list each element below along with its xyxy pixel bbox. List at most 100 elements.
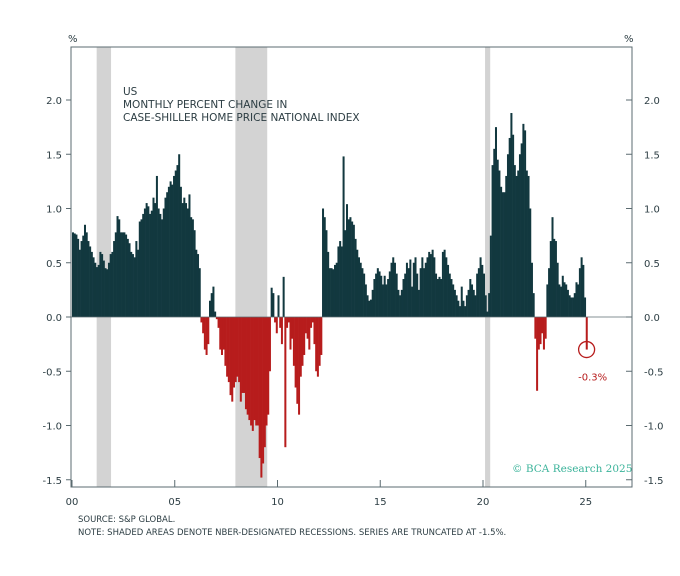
bar [546, 284, 549, 317]
y-tick-label-left: 1.5 [46, 150, 62, 161]
bar [349, 217, 352, 317]
bar [229, 317, 232, 396]
bar [260, 317, 263, 478]
chart-title: US [123, 86, 138, 98]
bar [402, 279, 405, 317]
bar [330, 268, 333, 317]
bar [195, 249, 198, 317]
y-tick-label-left: 1.0 [46, 205, 62, 216]
bar [145, 203, 148, 317]
bar [227, 317, 230, 383]
bar [207, 317, 210, 345]
x-tick-label: 15 [374, 497, 387, 508]
bar [505, 175, 508, 317]
bar [532, 293, 535, 317]
plot-frame [70, 46, 633, 488]
footer-note: NOTE: SHADED AREAS DENOTE NBER-DESIGNATE… [78, 528, 506, 538]
bar [128, 243, 131, 317]
bar [340, 246, 343, 317]
bar [202, 317, 205, 334]
bar [234, 317, 237, 383]
bar [464, 306, 467, 317]
bar [311, 317, 314, 323]
y-tick-label-left: 2.0 [46, 96, 62, 107]
bar [563, 282, 566, 317]
bar [518, 154, 521, 317]
bar [138, 221, 141, 317]
bar [320, 317, 323, 355]
bar [582, 264, 585, 317]
bar [460, 286, 463, 317]
bar [376, 268, 379, 317]
bar [412, 262, 415, 317]
bar [212, 286, 215, 317]
bar [351, 221, 354, 317]
bar [161, 219, 164, 317]
bar [150, 210, 153, 317]
bar [534, 317, 537, 339]
bar [520, 143, 523, 317]
bar [200, 317, 203, 323]
bar [169, 181, 172, 317]
bar [239, 317, 242, 402]
bar [328, 268, 331, 317]
bar [179, 186, 182, 317]
bar [284, 317, 287, 448]
bar [263, 317, 266, 448]
bar [467, 289, 470, 317]
bar [332, 269, 335, 317]
bar [484, 295, 487, 317]
bar [575, 282, 578, 317]
bar [126, 238, 129, 317]
bar [541, 317, 544, 334]
bar [89, 246, 92, 317]
bar [409, 259, 412, 317]
bar [530, 262, 533, 317]
bar [512, 134, 515, 317]
x-tick-label: 00 [66, 497, 79, 508]
bar [462, 300, 465, 317]
bar [186, 208, 189, 317]
bar [159, 213, 162, 317]
bar [500, 186, 503, 317]
bar [238, 317, 241, 383]
bar [380, 275, 383, 317]
footer-source: SOURCE: S&P GLOBAL. [78, 515, 175, 525]
bar [390, 262, 393, 317]
bar [383, 275, 386, 317]
bar [491, 165, 494, 317]
bar [373, 279, 376, 317]
bar [498, 170, 501, 317]
y-tick-label-left: 0.5 [46, 259, 62, 270]
bar [140, 219, 143, 317]
bar [548, 268, 551, 317]
bar [77, 238, 80, 317]
bar [176, 165, 179, 317]
bar [188, 194, 191, 317]
bar [185, 203, 188, 317]
y-tick-label-left: -1.5 [42, 476, 62, 487]
y-tick-label-right: 1.0 [644, 205, 660, 216]
bar [111, 251, 114, 317]
bar [241, 317, 244, 393]
bar [275, 317, 278, 334]
bar [584, 297, 587, 317]
bar [536, 317, 539, 391]
bar [157, 208, 160, 317]
bar [335, 262, 338, 317]
bar [292, 317, 295, 366]
bar [253, 317, 256, 421]
bar [296, 317, 299, 404]
bar [301, 317, 304, 366]
bar [220, 317, 223, 355]
bar [496, 159, 499, 317]
bar [347, 219, 350, 317]
bar [258, 317, 261, 459]
bar [387, 279, 390, 317]
bar [488, 293, 491, 317]
bar [131, 254, 134, 317]
bar [404, 273, 407, 317]
bar [411, 286, 414, 317]
